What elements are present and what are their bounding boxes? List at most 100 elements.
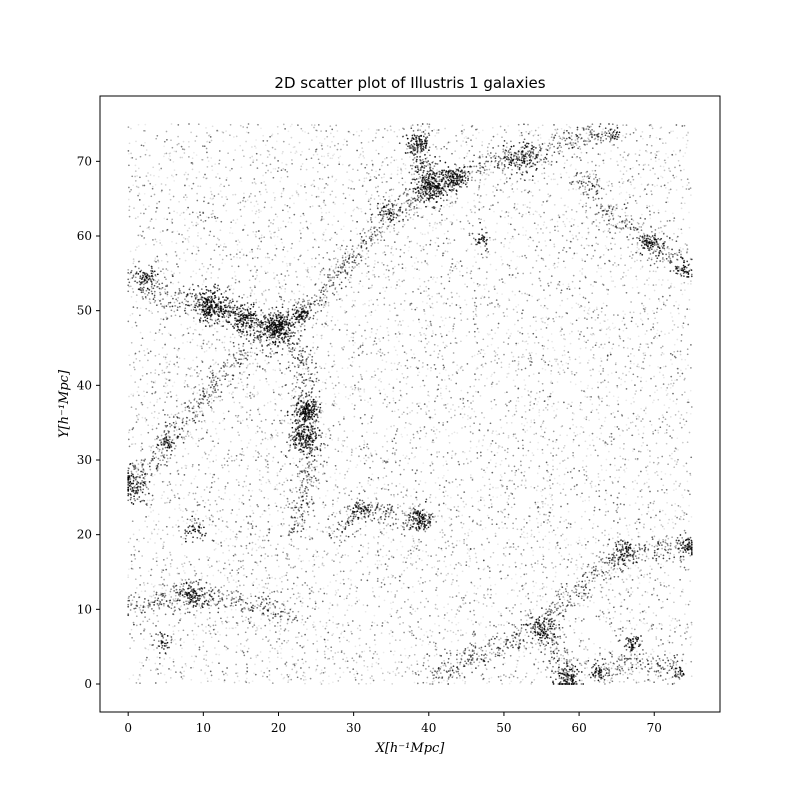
galaxy-point [623,503,625,506]
galaxy-point [274,276,276,279]
galaxy-point [172,639,175,642]
galaxy-point [205,243,208,245]
galaxy-point [424,233,426,236]
galaxy-point [471,145,473,148]
galaxy-point [267,603,270,606]
galaxy-point [419,638,422,641]
galaxy-point [247,306,250,308]
galaxy-point [269,236,272,238]
galaxy-point [600,590,603,593]
galaxy-point [223,417,226,420]
galaxy-point [313,373,316,376]
galaxy-point [413,542,416,544]
galaxy-point [316,528,319,531]
galaxy-point [614,243,616,246]
galaxy-point [149,331,152,333]
galaxy-point [361,272,363,275]
galaxy-point [648,364,651,367]
galaxy-point [169,360,172,363]
galaxy-point [515,268,517,270]
galaxy-point [517,643,520,646]
galaxy-point [669,592,671,595]
galaxy-point [338,329,341,331]
galaxy-point [539,279,542,282]
galaxy-point [468,450,471,452]
galaxy-point [538,390,541,393]
galaxy-point [328,429,331,432]
galaxy-point [568,220,571,223]
galaxy-point [265,164,268,167]
galaxy-point [218,159,221,162]
galaxy-point [581,273,584,276]
galaxy-point [183,148,186,151]
galaxy-point [265,299,268,302]
galaxy-point [604,534,606,537]
galaxy-point [587,231,590,234]
galaxy-point [632,373,635,376]
galaxy-point [394,452,396,454]
galaxy-point [663,571,666,574]
galaxy-point [176,373,179,375]
galaxy-point [459,312,462,315]
galaxy-point [581,679,583,682]
galaxy-point [389,198,391,201]
galaxy-point [223,539,226,542]
galaxy-point [474,632,476,635]
galaxy-point [433,426,435,429]
galaxy-point [552,465,554,468]
galaxy-point [302,674,304,677]
galaxy-point [224,567,227,570]
galaxy-point [503,353,505,356]
galaxy-point [333,250,335,252]
galaxy-point [481,444,484,447]
galaxy-point [635,650,638,653]
galaxy-point [254,450,257,452]
galaxy-point [475,340,478,343]
galaxy-point [647,283,650,286]
galaxy-point [241,354,244,357]
galaxy-point [352,199,355,202]
galaxy-point [608,259,610,262]
galaxy-point [582,595,585,597]
galaxy-point [348,640,350,643]
galaxy-point [338,382,340,384]
galaxy-point [642,164,645,166]
galaxy-point [145,175,148,177]
galaxy-point [276,667,278,670]
galaxy-point [614,595,616,598]
galaxy-point [553,595,556,598]
galaxy-point [674,166,676,169]
galaxy-point [571,330,573,333]
galaxy-point [281,524,284,527]
galaxy-point [271,525,273,528]
galaxy-point [358,179,361,181]
galaxy-point [581,272,583,274]
galaxy-point [360,678,363,681]
galaxy-point [497,322,500,325]
galaxy-point [642,432,645,435]
galaxy-point [587,384,589,387]
galaxy-point [153,410,156,413]
galaxy-point [240,215,243,218]
galaxy-point [510,506,513,509]
galaxy-point [690,194,692,196]
galaxy-point [158,583,161,586]
galaxy-point [292,619,294,621]
galaxy-point [406,567,409,569]
galaxy-point [438,510,441,512]
galaxy-point [551,531,554,533]
galaxy-point [322,233,325,236]
galaxy-point [646,259,649,262]
galaxy-point [553,243,556,246]
galaxy-point [607,289,610,291]
galaxy-point [497,145,500,147]
galaxy-point [411,634,413,637]
galaxy-point [534,501,537,504]
galaxy-point [671,320,674,322]
galaxy-point [515,517,517,520]
galaxy-point [434,515,436,518]
galaxy-point [495,155,498,158]
galaxy-point [538,270,541,273]
galaxy-point [232,591,235,593]
galaxy-point [436,452,438,454]
